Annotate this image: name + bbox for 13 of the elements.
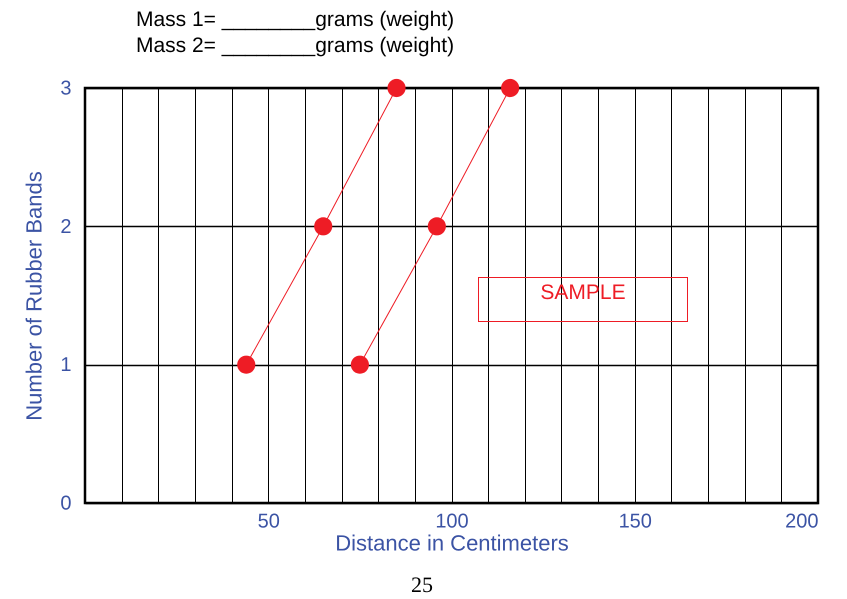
x-tick-label: 200 <box>785 510 818 532</box>
x-tick-label: 100 <box>435 510 469 532</box>
y-tick-label: 3 <box>60 78 72 100</box>
text: Mass 1= ________grams (weight) <box>136 8 454 32</box>
x-axis-title: Distance in Centimeters <box>335 530 569 556</box>
text: 25 <box>411 572 433 598</box>
y-tick-label: 2 <box>60 216 72 238</box>
y-tick-label: 0 <box>60 492 72 514</box>
y-tick-label: 1 <box>60 354 72 376</box>
x-tick-label: 50 <box>258 510 280 532</box>
text: Mass 2= ________grams (weight) <box>136 34 454 58</box>
x-tick-label: 150 <box>618 510 652 532</box>
y-axis-title: Number of Rubber Bands <box>21 171 46 421</box>
